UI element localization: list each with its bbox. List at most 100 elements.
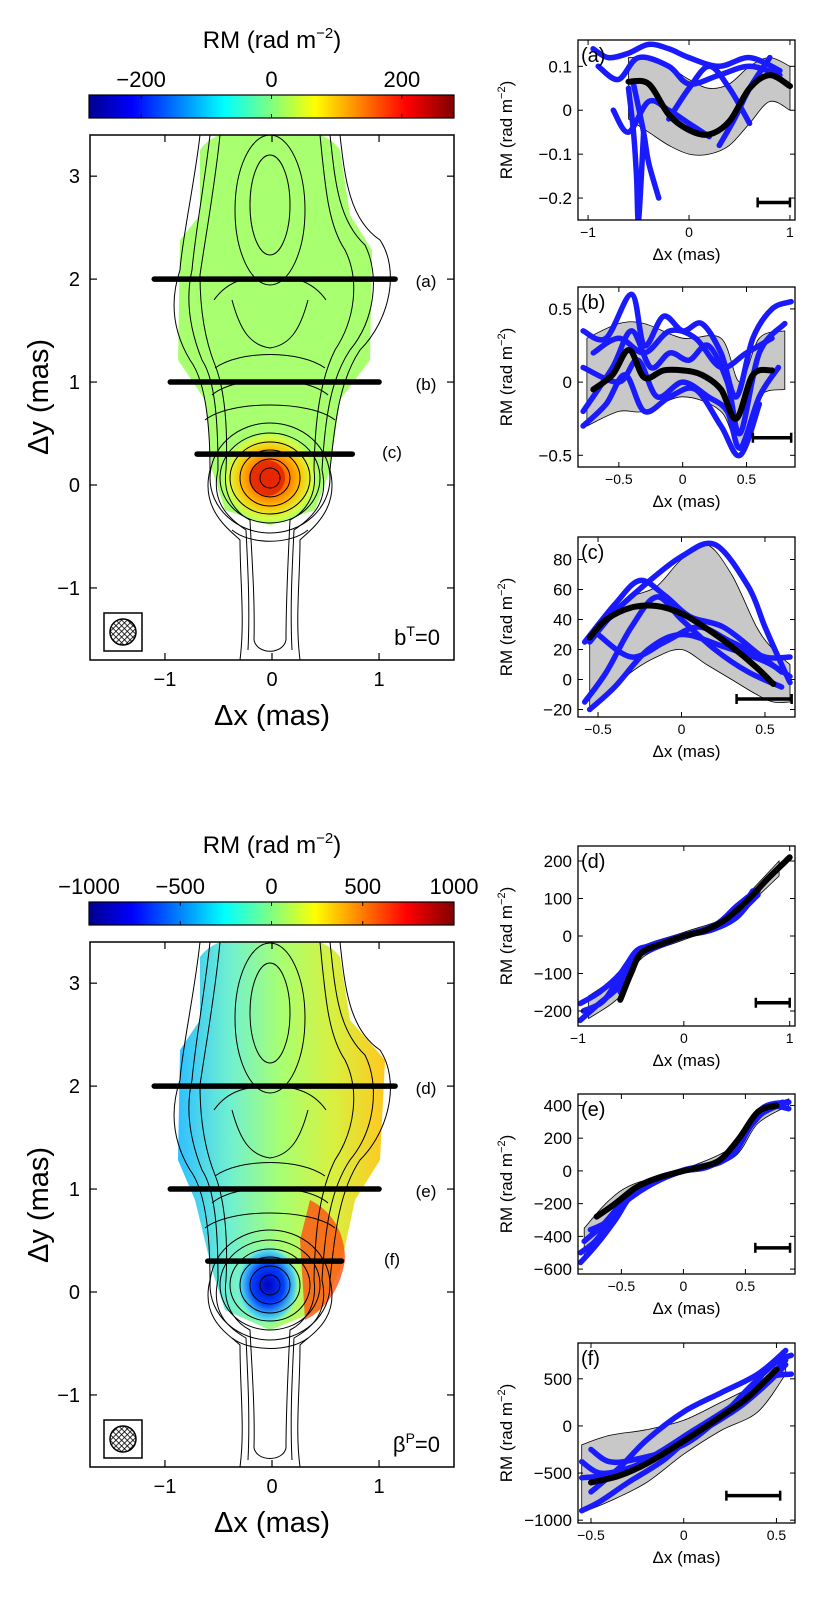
axes-bottom: −1 0 1 −1 0 1 2 3 <box>57 942 454 1498</box>
ytick-label: −600 <box>534 1260 572 1279</box>
rm-series-line <box>625 85 647 220</box>
ytick-label: 0 <box>563 1417 572 1436</box>
rm-mean-line <box>593 1102 780 1220</box>
ytick-label: −200 <box>534 1002 572 1021</box>
panel-frame <box>577 39 796 221</box>
panel-xlabel: Δx (mas) <box>652 1051 720 1070</box>
intensity-contours-top <box>173 135 391 660</box>
ytick-label: −0.5 <box>538 446 572 465</box>
ytick-label: 60 <box>553 581 572 600</box>
rm-series-line <box>595 54 783 87</box>
ytick-label: 400 <box>544 1096 572 1115</box>
slice-label: (b) <box>416 375 437 394</box>
ytick-label: 0.5 <box>548 300 572 319</box>
colorbar-tick-label: 500 <box>344 874 381 899</box>
rm-series-line <box>590 41 783 74</box>
rm-series-line <box>595 624 793 661</box>
rm-series-line <box>666 63 753 127</box>
xtick-label: 1 <box>373 669 384 691</box>
ytick-label: −0.1 <box>538 145 572 164</box>
ytick-label: −500 <box>534 1464 572 1483</box>
colorbar-ticks-bottom: −1000 −500 0 500 1000 <box>58 874 478 925</box>
ytick-label: 500 <box>544 1370 572 1389</box>
colorbar-tick-label: 1000 <box>430 874 479 899</box>
ytick-label: 2 <box>69 269 80 291</box>
panel-background <box>578 1094 795 1274</box>
panel-label: (e) <box>581 1099 605 1121</box>
panel-xlabel: Δx (mas) <box>652 1299 720 1318</box>
ytick-label: 1 <box>69 372 80 394</box>
panel-xlabel: Δx (mas) <box>652 245 720 264</box>
ytick-label: 100 <box>544 890 572 909</box>
panel-ylabel: RM (rad m−2) <box>496 81 516 180</box>
panel-label: (d) <box>581 851 605 873</box>
ytick-label: 0 <box>563 927 572 946</box>
rm-profile-panel-d: −1 0 1 −200 −100 0 100 200 (d) Δx (mas) RM (rad m−… <box>496 845 796 1070</box>
rm-profile-panel-b: −0.5 0 0.5 −0.5 0 0.5 (b) Δx (mas) RM (rad m−2) <box>496 286 796 511</box>
xtick-label: 0 <box>678 721 686 737</box>
xtick-label: 0 <box>680 1030 688 1046</box>
panel-ylabel: RM (rad m−2) <box>496 887 516 986</box>
ytick-label: 200 <box>544 1129 572 1148</box>
ytick-label: 1 <box>69 1179 80 1201</box>
ytick-label: 2 <box>69 1076 80 1098</box>
rm-map-top: RM (rad m−2) −200 0 200 <box>23 25 455 732</box>
panel-label: (b) <box>581 292 605 314</box>
xtick-label: 1 <box>786 224 794 240</box>
axes-top: −1 0 1 −1 0 1 2 3 <box>57 135 454 691</box>
rm-core-blue-bottom <box>236 1245 300 1325</box>
panel-xlabel: Δx (mas) <box>652 492 720 511</box>
xtick-label: 0 <box>680 1527 688 1543</box>
slice-lines-bottom: (d) (e) (f) <box>151 1079 436 1269</box>
slice-lines-top: (a) (b) (c) <box>151 272 437 462</box>
ytick-label: −200 <box>534 1195 572 1214</box>
rm-profile-panel-c: −0.5 0 0.5 −20 0 20 40 60 80 (c) Δx (mas) RM (rad m… <box>496 536 796 761</box>
beam-icon-bottom <box>109 1425 137 1453</box>
model-label-bottom: βP=0 <box>393 1430 440 1457</box>
xtick-label: −1 <box>580 224 596 240</box>
ylabel-top: Δy (mas) <box>23 339 55 455</box>
rm-profile-panel-f: −0.5 0 0.5 −1000 −500 0 500 (f) Δx (mas) RM (rad … <box>496 1342 796 1567</box>
colorbar-title-bottom: RM (rad m−2) <box>203 830 341 859</box>
ytick-label: 0 <box>69 475 80 497</box>
colorbar-title-top: RM (rad m−2) <box>203 25 341 54</box>
slice-label: (c) <box>382 443 402 462</box>
ytick-label: 0.1 <box>548 57 572 76</box>
xtick-label: −0.5 <box>608 1278 636 1294</box>
ytick-label: −1 <box>57 1385 80 1407</box>
rm-series-line <box>630 81 662 201</box>
xtick-label: 0.5 <box>755 721 775 737</box>
rm-series-line <box>588 1347 789 1495</box>
xtick-label: 0.5 <box>767 1527 787 1543</box>
xtick-label: −1 <box>154 669 177 691</box>
xtick-label: 0.5 <box>736 1278 756 1294</box>
xtick-label: 1 <box>373 1476 384 1498</box>
rm-series-line <box>580 320 788 437</box>
ytick-label: 0 <box>563 1162 572 1181</box>
rm-map-bottom: RM (rad m−2) −1000 −500 0 500 1000 <box>23 830 478 1539</box>
ytick-label: 20 <box>553 641 572 660</box>
panel-xlabel: Δx (mas) <box>652 742 720 761</box>
ytick-label: −1 <box>57 578 80 600</box>
xtick-label: −0.5 <box>605 471 633 487</box>
xtick-label: 0 <box>685 224 693 240</box>
rm-series-line <box>590 327 775 371</box>
xtick-label: 0 <box>679 471 687 487</box>
rm-mean-line <box>617 854 793 1003</box>
ytick-label: 40 <box>553 611 572 630</box>
rm-series-line <box>581 594 785 705</box>
panel-label: (a) <box>581 45 605 67</box>
ylabel-bottom: Δy (mas) <box>23 1147 55 1263</box>
colorbar-tick-label: −500 <box>155 874 205 899</box>
ytick-label: −0.2 <box>538 189 572 208</box>
rm-series-line <box>580 372 763 459</box>
rm-profile-panel-e: −0.5 0 0.5 −600 −400 −200 0 200 400 (e) Δx (mas) RM… <box>496 1093 796 1318</box>
ytick-label: 0 <box>563 373 572 392</box>
xtick-label: −0.5 <box>577 1527 605 1543</box>
intensity-contours-bottom <box>173 942 391 1467</box>
ytick-label: 3 <box>69 973 80 995</box>
colorbar-ticks-top: −200 0 200 <box>116 67 420 118</box>
xtick-label: −0.5 <box>584 721 612 737</box>
rm-series-line <box>580 291 794 400</box>
